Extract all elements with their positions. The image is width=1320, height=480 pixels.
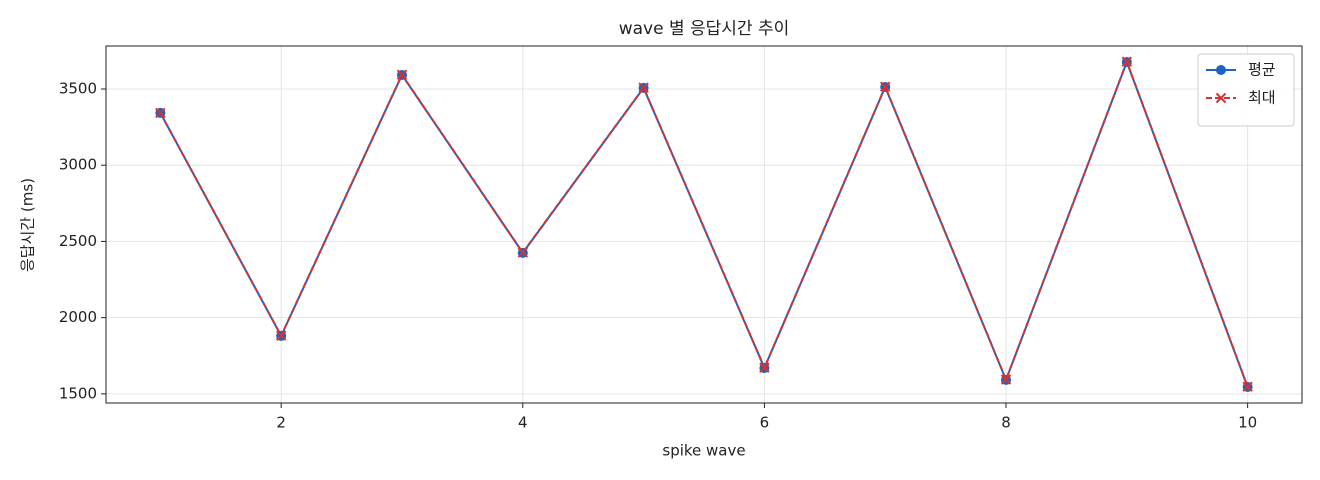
legend-box bbox=[1197, 53, 1295, 127]
y-tick-label: 3000 bbox=[59, 156, 97, 174]
y-tick-label: 1500 bbox=[59, 384, 97, 402]
y-tick-label: 3500 bbox=[59, 79, 97, 97]
data-point bbox=[1242, 381, 1253, 392]
legend-label: 평균 bbox=[1248, 61, 1276, 79]
data-point bbox=[275, 330, 287, 341]
data-point bbox=[880, 81, 891, 92]
y-tick-label: 2500 bbox=[59, 232, 97, 250]
x-tick-label: 6 bbox=[760, 414, 770, 432]
data-point bbox=[759, 362, 770, 373]
legend-marker bbox=[1216, 65, 1226, 75]
data-point bbox=[1000, 374, 1012, 385]
series-line bbox=[159, 58, 1249, 388]
plot-frame bbox=[105, 45, 1303, 404]
y-tick-label: 2000 bbox=[59, 308, 97, 326]
data-point bbox=[517, 247, 528, 258]
series-line bbox=[159, 59, 1249, 388]
y-axis-label: 응답시간 (ms) bbox=[19, 178, 37, 272]
data-point bbox=[155, 107, 166, 119]
x-axis-label: spike wave bbox=[662, 442, 745, 460]
data-point bbox=[1121, 56, 1133, 67]
x-tick-label: 10 bbox=[1238, 414, 1257, 432]
x-tick-label: 2 bbox=[276, 414, 286, 432]
legend-label: 최대 bbox=[1248, 89, 1276, 107]
data-point bbox=[396, 69, 408, 80]
legend-marker bbox=[1215, 92, 1227, 104]
data-point bbox=[638, 82, 649, 93]
x-tick-label: 8 bbox=[1001, 414, 1011, 432]
x-tick-label: 4 bbox=[518, 414, 528, 432]
chart-title: wave 별 응답시간 추이 bbox=[619, 19, 790, 39]
